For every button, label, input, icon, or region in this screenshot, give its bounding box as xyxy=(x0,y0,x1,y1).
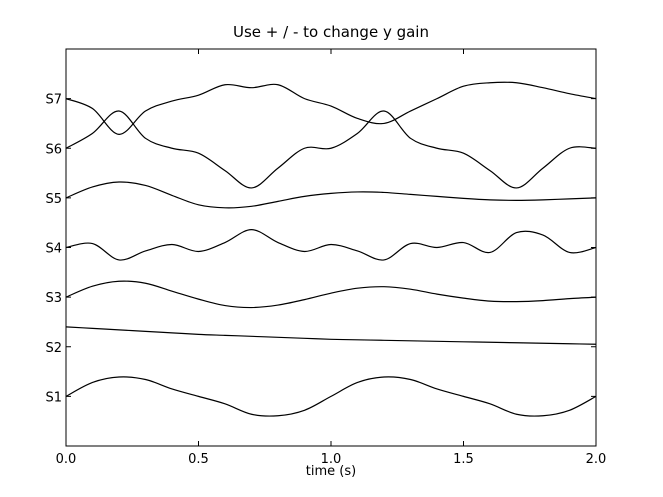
x-tick-label: 0.5 xyxy=(188,452,209,467)
series-line-2 xyxy=(65,326,597,345)
x-axis-label: time (s) xyxy=(306,464,356,479)
x-tick-label: 0.0 xyxy=(56,452,77,467)
y-tick-label: S3 xyxy=(45,291,62,306)
series-line-1 xyxy=(65,376,597,417)
series-line-4 xyxy=(65,229,597,261)
series-line-7 xyxy=(65,81,597,135)
y-tick-label: S6 xyxy=(45,142,62,157)
plot-frame xyxy=(65,48,597,447)
y-tick-label: S1 xyxy=(45,390,62,405)
x-axis: 0.0 0.5 1.0 1.5 2.0 xyxy=(56,49,607,467)
y-tick-label: S5 xyxy=(45,192,62,207)
series-line-3 xyxy=(65,280,597,309)
series-line-5 xyxy=(65,181,597,209)
y-tick-label: S4 xyxy=(45,242,62,257)
x-tick-label: 2.0 xyxy=(586,452,607,467)
y-tick-label: S7 xyxy=(45,93,62,108)
series-line-6 xyxy=(65,110,597,189)
chart-title: Use + / - to change y gain xyxy=(233,23,429,41)
x-tick-label: 1.5 xyxy=(453,452,474,467)
y-tick-label: S2 xyxy=(45,341,62,356)
series-layer xyxy=(65,81,597,417)
y-axis: S1 S2 S3 S4 S5 S6 S7 xyxy=(45,93,596,405)
x-tick-label: 1.0 xyxy=(321,452,342,467)
